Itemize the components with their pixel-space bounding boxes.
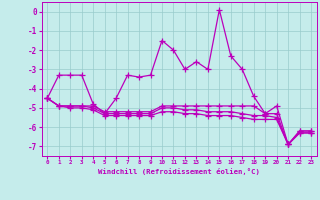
X-axis label: Windchill (Refroidissement éolien,°C): Windchill (Refroidissement éolien,°C) [98,168,260,175]
